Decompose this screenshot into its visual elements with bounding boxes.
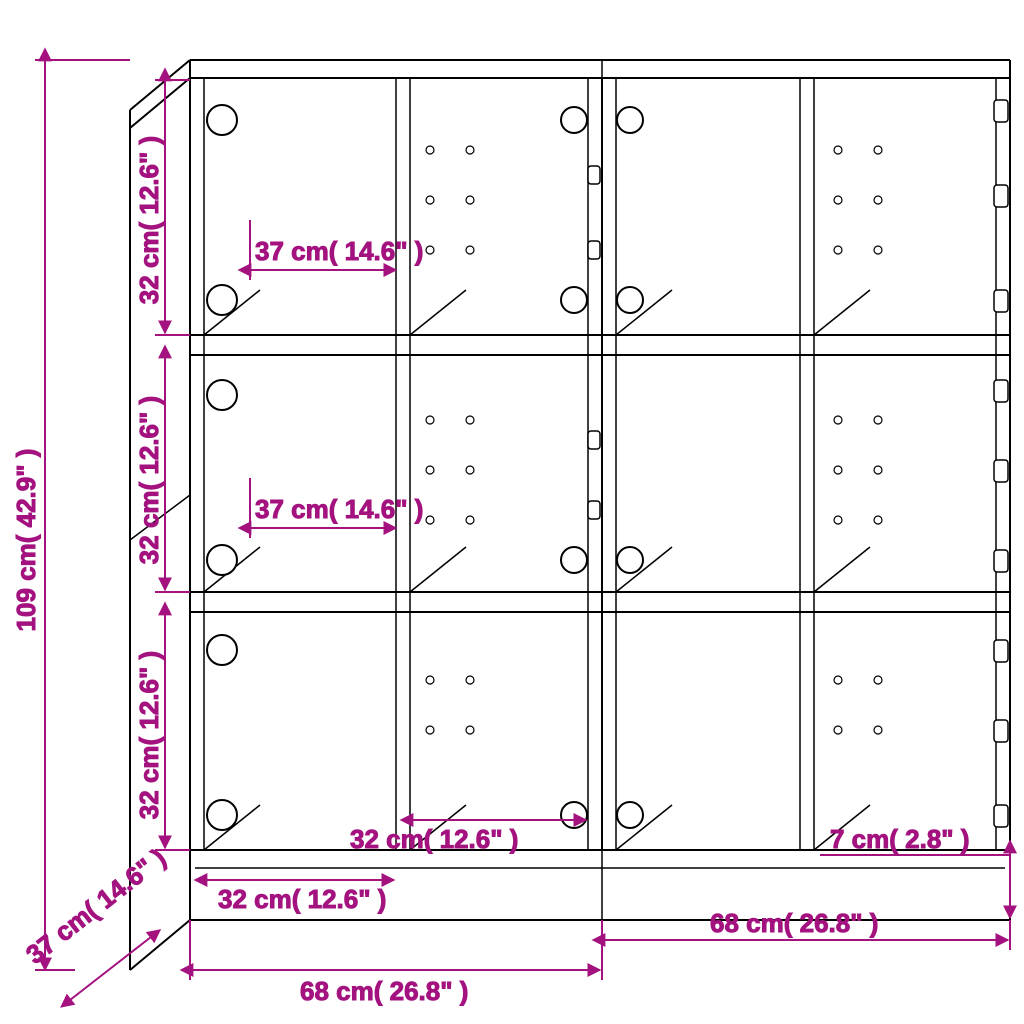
dim-row3: 32 cm( 12.6" ) (134, 651, 164, 819)
dim-bottom-right: 68 cm( 26.8" ) (710, 908, 878, 938)
dim-bottom-left: 68 cm( 26.8" ) (300, 976, 468, 1006)
dim-depth: 37 cm( 14.6" ) (20, 842, 171, 969)
dimensions: 109 cm( 42.9" ) 37 cm( 14.6" ) 32 cm( 12… (11, 60, 1010, 1006)
dim-height-total: 109 cm( 42.9" ) (11, 449, 41, 632)
dim-inner-depth-1: 37 cm( 14.6" ) (255, 236, 423, 266)
dimension-diagram: 109 cm( 42.9" ) 37 cm( 14.6" ) 32 cm( 12… (0, 0, 1024, 1024)
dim-inner-depth-2: 37 cm( 14.6" ) (255, 494, 423, 524)
dim-inner-w2: 32 cm( 12.6" ) (350, 824, 518, 854)
hinges (588, 100, 1008, 827)
dim-inner-w1: 32 cm( 12.6" ) (218, 884, 386, 914)
dim-row2: 32 cm( 12.6" ) (134, 396, 164, 564)
door-knobs (207, 105, 643, 830)
dim-plinth: 7 cm( 2.8" ) (830, 824, 970, 854)
dim-row1: 32 cm( 12.6" ) (134, 136, 164, 304)
